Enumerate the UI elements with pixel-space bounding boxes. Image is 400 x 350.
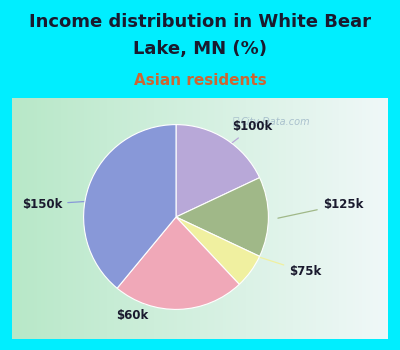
Wedge shape bbox=[176, 178, 268, 256]
Text: $60k: $60k bbox=[116, 281, 172, 322]
Text: City-Data.com: City-Data.com bbox=[240, 117, 310, 127]
Wedge shape bbox=[117, 217, 239, 309]
Text: $125k: $125k bbox=[278, 198, 363, 218]
Wedge shape bbox=[176, 125, 260, 217]
Text: ⦾: ⦾ bbox=[232, 117, 239, 127]
Text: $150k: $150k bbox=[22, 198, 114, 211]
Text: Income distribution in White Bear: Income distribution in White Bear bbox=[29, 13, 371, 30]
Wedge shape bbox=[176, 217, 260, 284]
Text: Lake, MN (%): Lake, MN (%) bbox=[133, 40, 267, 58]
Wedge shape bbox=[84, 125, 176, 288]
Text: Asian residents: Asian residents bbox=[134, 73, 266, 88]
Text: $75k: $75k bbox=[240, 251, 322, 278]
Text: $100k: $100k bbox=[217, 120, 273, 154]
